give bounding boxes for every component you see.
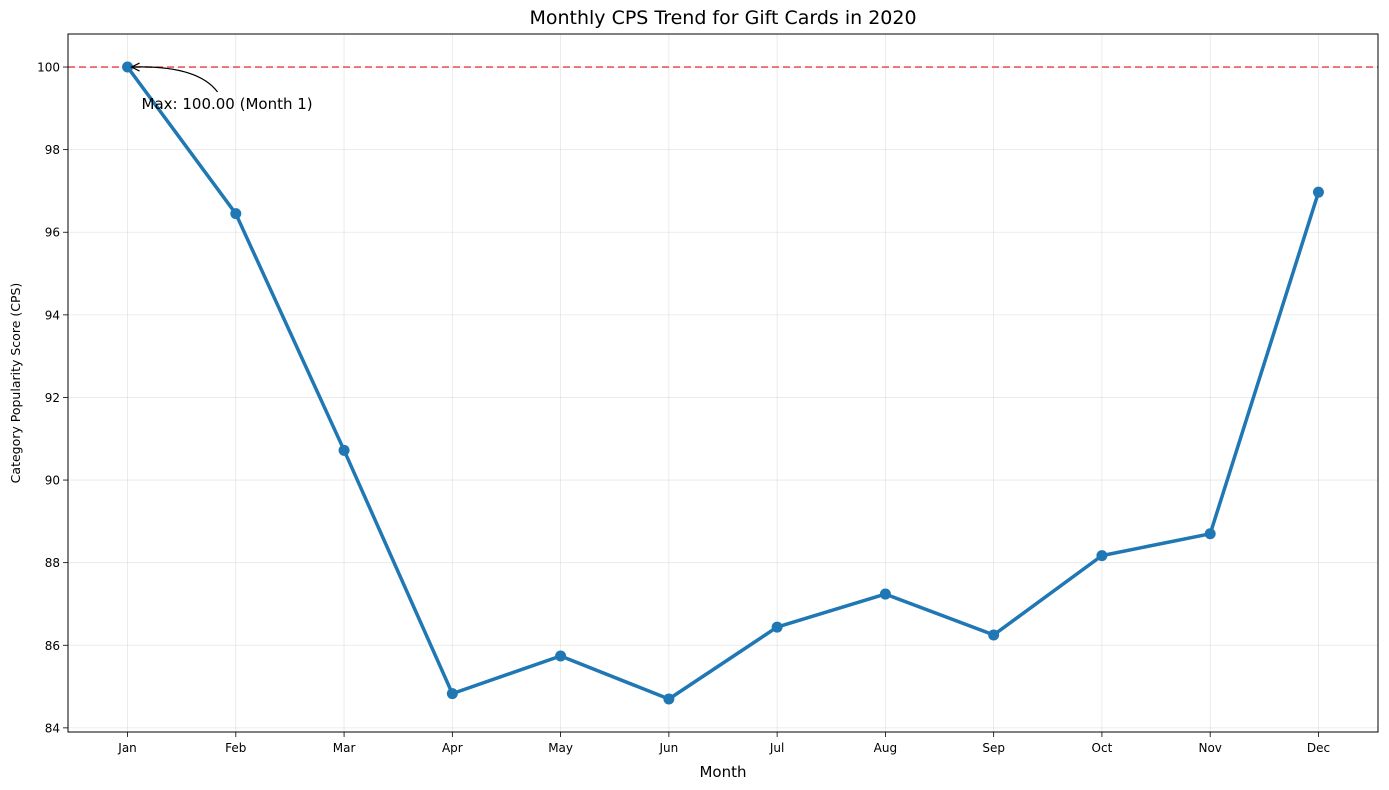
data-point xyxy=(771,621,783,633)
y-tick-label: 90 xyxy=(45,474,60,488)
annotation-label: Max: 100.00 (Month 1) xyxy=(142,95,313,113)
x-tick-label: Sep xyxy=(982,741,1005,755)
y-axis-ticks: 84 86 88 90 92 94 96 98 100 xyxy=(37,61,68,735)
x-tick-label: Oct xyxy=(1092,741,1113,755)
chart-title: Monthly CPS Trend for Gift Cards in 2020 xyxy=(529,7,916,29)
data-point xyxy=(122,61,134,73)
data-point xyxy=(1204,528,1216,540)
y-tick-label: 92 xyxy=(45,391,60,405)
x-tick-label: Jan xyxy=(117,741,137,755)
x-axis-ticks: Jan Feb Mar Apr May Jun Jul Aug Sep Oct Nov Dec xyxy=(117,732,1330,755)
x-tick-label: Nov xyxy=(1198,741,1221,755)
annotation-arrowhead xyxy=(130,62,140,72)
x-tick-label: Dec xyxy=(1307,741,1330,755)
data-point xyxy=(1096,550,1108,562)
y-tick-label: 100 xyxy=(37,61,60,75)
y-tick-label: 94 xyxy=(45,308,60,322)
data-points xyxy=(122,61,1324,705)
data-point xyxy=(446,688,458,700)
x-tick-label: Jul xyxy=(769,741,784,755)
y-tick-label: 98 xyxy=(45,143,60,157)
x-tick-label: Apr xyxy=(442,741,463,755)
data-point xyxy=(879,588,891,600)
x-tick-label: Aug xyxy=(874,741,897,755)
grid xyxy=(68,34,1378,732)
data-point xyxy=(555,650,567,662)
data-point xyxy=(988,629,1000,641)
data-point xyxy=(1312,186,1324,198)
data-point xyxy=(663,693,675,705)
series-line xyxy=(126,65,1321,701)
y-tick-label: 88 xyxy=(45,556,60,570)
y-axis-label: Category Popularity Score (CPS) xyxy=(8,283,23,484)
x-tick-label: Mar xyxy=(333,741,356,755)
y-tick-label: 86 xyxy=(45,639,60,653)
annotation-arrow xyxy=(131,66,219,93)
x-tick-label: Feb xyxy=(225,741,246,755)
data-point xyxy=(230,208,242,220)
x-tick-label: Jun xyxy=(658,741,678,755)
plot-frame xyxy=(67,33,1379,733)
x-axis-label: Month xyxy=(699,763,746,781)
y-tick-label: 84 xyxy=(45,721,60,735)
x-tick-label: May xyxy=(548,741,573,755)
y-tick-label: 96 xyxy=(45,226,60,240)
data-point xyxy=(338,444,350,456)
